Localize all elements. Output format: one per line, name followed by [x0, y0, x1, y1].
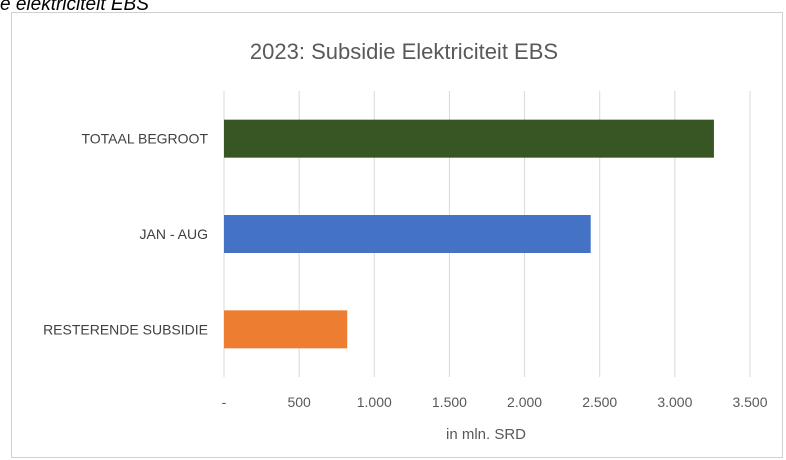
bars [224, 119, 714, 349]
figure-caption: e elektriciteit EBS [0, 0, 149, 15]
tick-label-4: 2.000 [507, 394, 542, 410]
bar-0 [224, 119, 714, 158]
chart-title: 2023: Subsidie Elektriciteit EBS [250, 39, 558, 64]
bar-chart: 2023: Subsidie Elektriciteit EBS TOTAAL … [43, 39, 768, 443]
tick-label-6: 3.000 [657, 394, 692, 410]
category-label-2: RESTERENDE SUBSIDIE [43, 321, 208, 337]
chart-frame: 2023: Subsidie Elektriciteit EBS TOTAAL … [11, 12, 783, 458]
tick-label-1: 500 [287, 394, 311, 410]
tick-label-2: 1.000 [357, 394, 392, 410]
bar-1 [224, 215, 591, 253]
tick-label-3: 1.500 [432, 394, 467, 410]
tick-label-5: 2.500 [582, 394, 617, 410]
category-label-0: TOTAAL BEGROOT [81, 131, 208, 147]
x-axis-title: in mln. SRD [446, 426, 526, 443]
category-labels: TOTAAL BEGROOT JAN - AUG RESTERENDE SUBSID… [43, 131, 208, 338]
category-label-1: JAN - AUG [140, 226, 208, 242]
tick-label-7: 3.500 [732, 394, 767, 410]
tick-label-0: - [222, 394, 227, 410]
tick-labels: - 500 1.000 1.500 2.000 2.500 3.000 3.500 [222, 394, 768, 410]
bar-2 [224, 310, 348, 349]
